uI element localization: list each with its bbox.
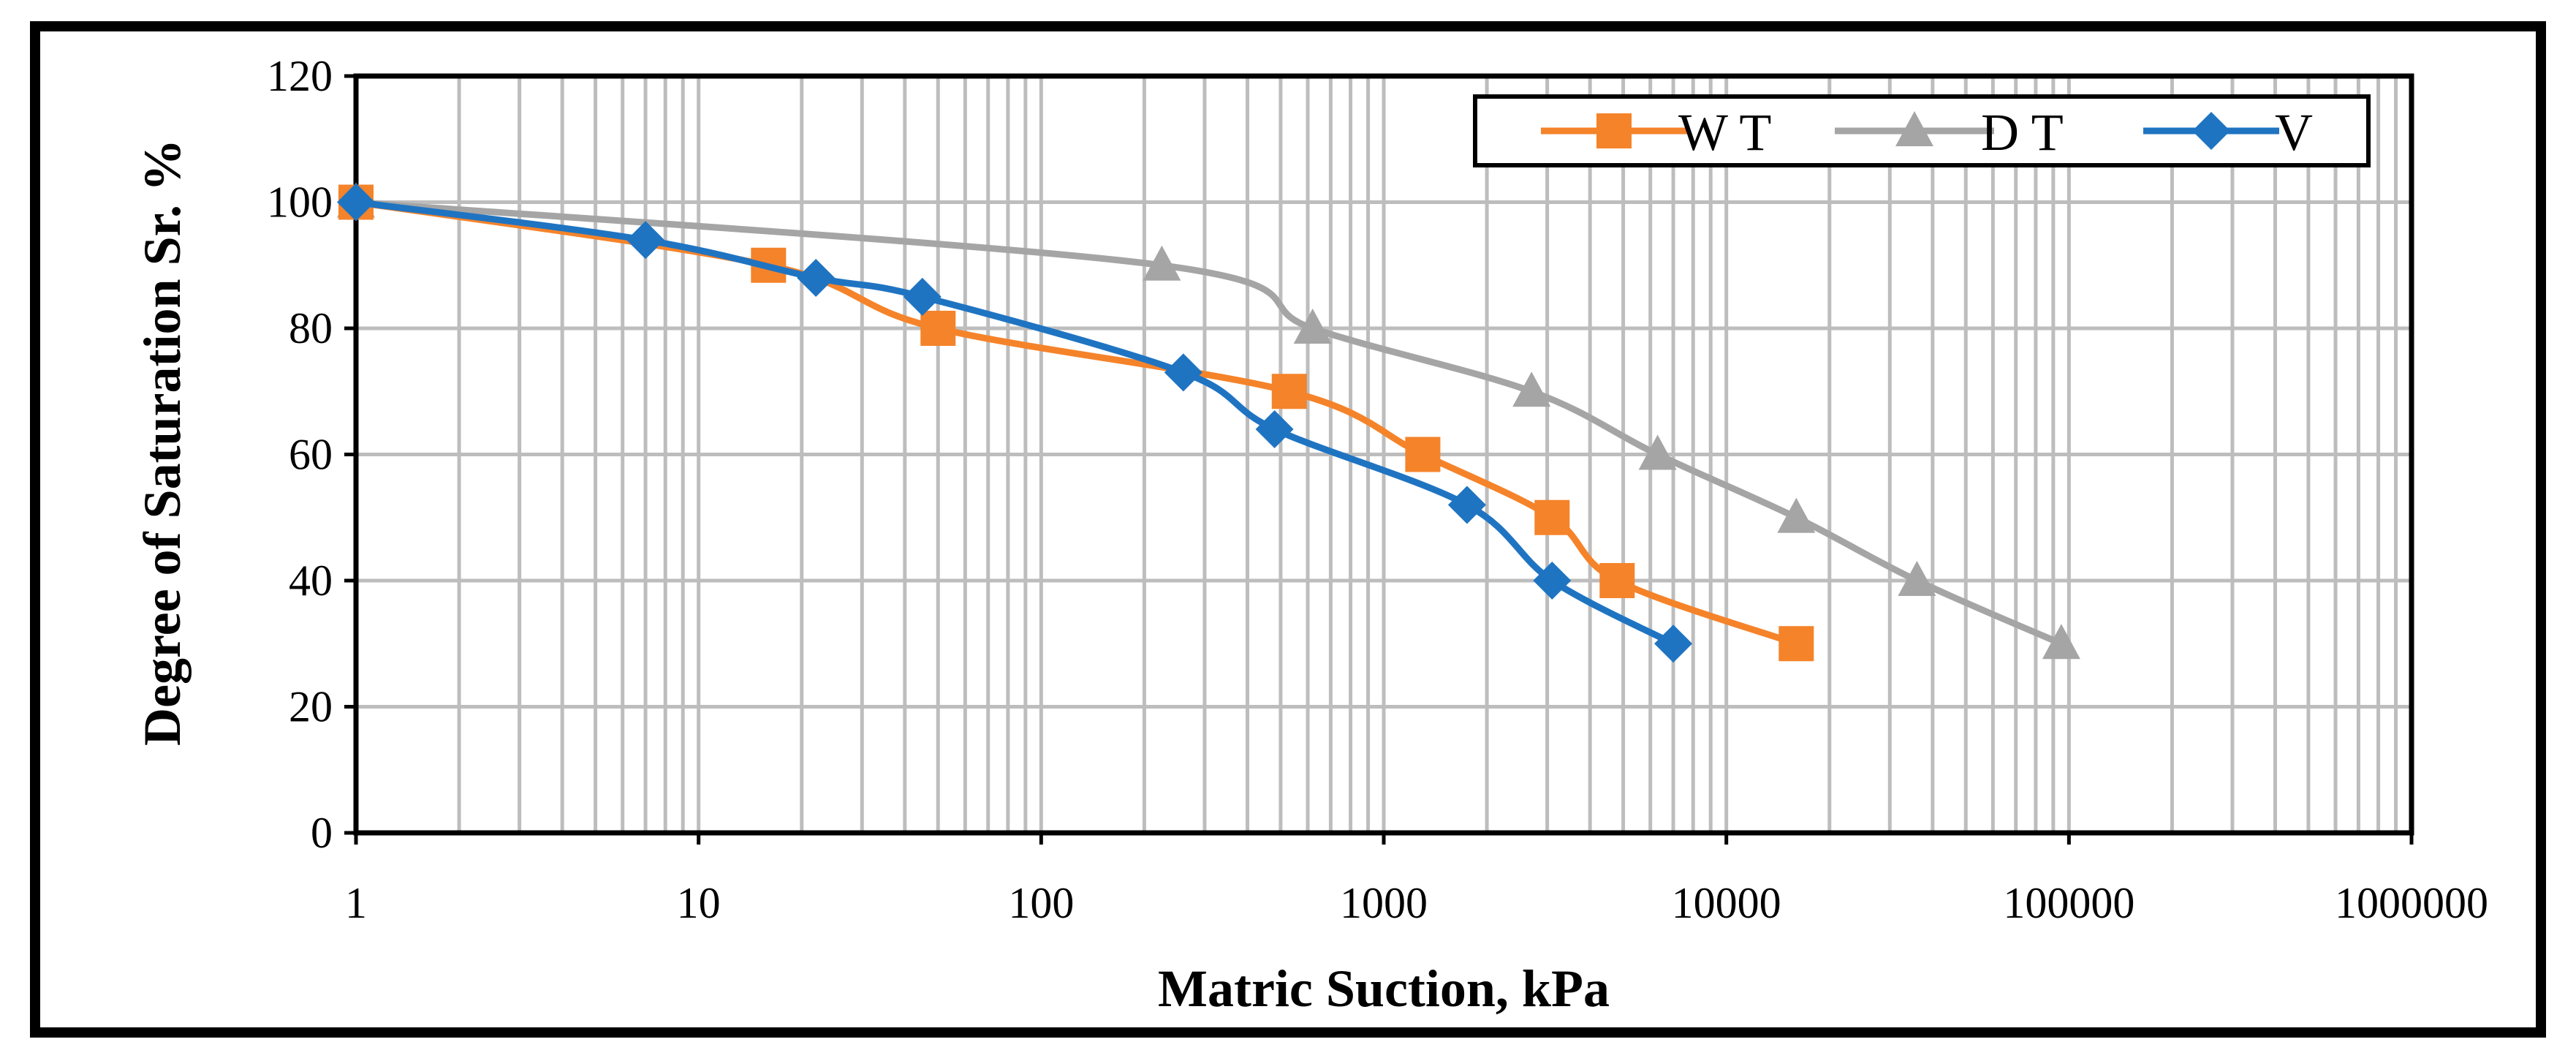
legend-label: W T [1678, 103, 1771, 162]
legend-item-wt: W T [1541, 103, 1771, 162]
data-point-wt [1534, 499, 1570, 535]
data-point-dt [2042, 624, 2080, 660]
data-point-v [1255, 410, 1294, 448]
x-tick-label: 10 [677, 879, 721, 927]
x-tick-label: 100 [1008, 879, 1074, 927]
series-v [337, 183, 1693, 663]
series-line-dt [352, 199, 2065, 647]
data-point-wt [920, 311, 956, 346]
grid [356, 74, 2412, 833]
data-point-v [903, 277, 942, 316]
data-point-v [1447, 486, 1486, 524]
y-tick-label: 100 [267, 178, 333, 227]
legend-swatch-marker [1596, 113, 1632, 148]
x-tick-label: 1000000 [2335, 879, 2488, 927]
data-point-wt [1599, 563, 1635, 598]
legend-swatch-marker [2192, 112, 2230, 150]
legend-label: D T [1981, 103, 2064, 162]
data-point-v [337, 183, 375, 222]
x-axis-title: Matric Suction, kPa [1158, 959, 1610, 1018]
x-tick-label: 1000 [1340, 879, 1428, 927]
data-point-dt [1777, 497, 1816, 533]
y-tick-label: 0 [311, 809, 333, 857]
series-group [337, 182, 2080, 663]
data-point-v [1164, 353, 1202, 392]
data-point-dt [1143, 245, 1181, 281]
data-point-dt [1898, 561, 1936, 596]
x-tick-label: 10000 [1672, 879, 1781, 927]
data-point-wt [1405, 437, 1441, 472]
series-dt [337, 182, 2080, 660]
y-tick-label: 80 [289, 304, 333, 352]
y-tick-label: 40 [289, 556, 333, 605]
y-axis-title: Degree of Saturation Sr. % [133, 139, 192, 746]
data-point-dt [1512, 371, 1551, 407]
data-point-v [1533, 562, 1572, 600]
data-point-v [797, 259, 836, 297]
legend-swatch-marker [1895, 111, 1933, 146]
chart-frame [30, 21, 2546, 1038]
y-tick-label: 60 [289, 431, 333, 479]
data-point-v [1654, 624, 1693, 663]
y-tick-label: 120 [267, 52, 333, 100]
x-tick-label: 100000 [2003, 879, 2134, 927]
data-point-v [626, 221, 665, 260]
data-point-wt [1778, 626, 1814, 662]
y-tick-label: 20 [289, 683, 333, 731]
legend-item-v: V [2143, 103, 2313, 162]
legend-label: V [2275, 103, 2313, 162]
data-point-dt [1293, 309, 1332, 344]
data-point-wt [1271, 374, 1307, 409]
legend-item-dt: D T [1835, 103, 2064, 162]
data-point-dt [1638, 434, 1677, 470]
x-tick-label: 1 [345, 879, 367, 927]
